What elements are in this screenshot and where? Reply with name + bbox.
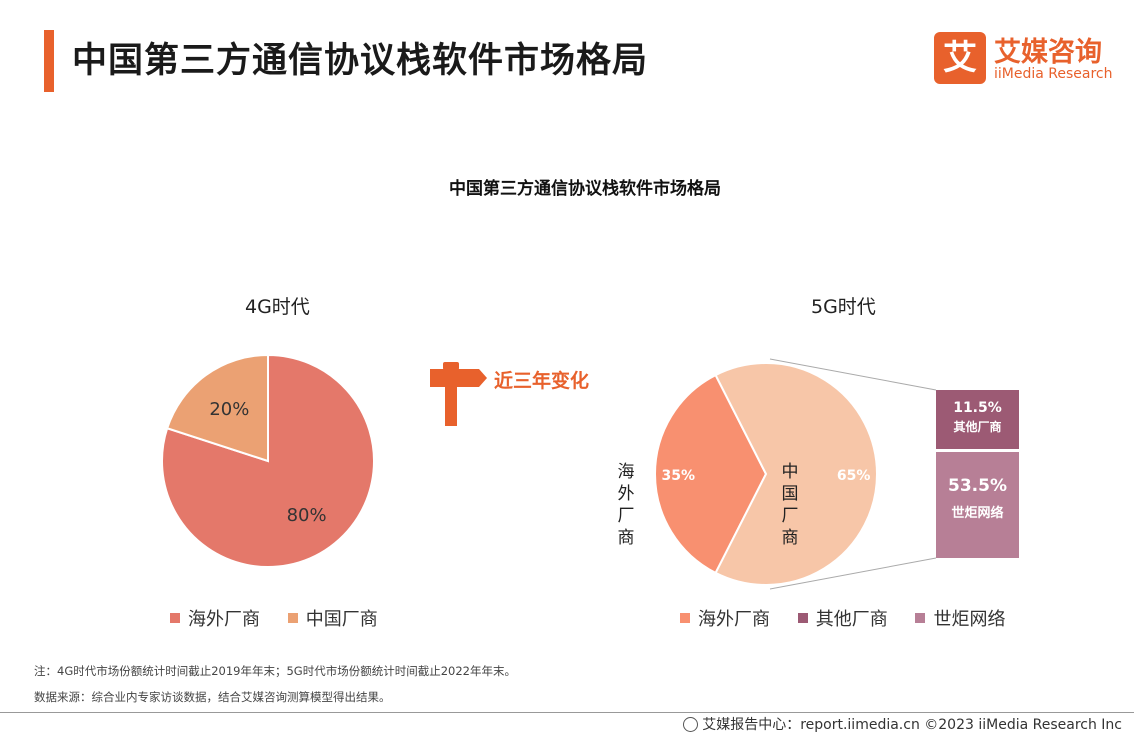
connector-bottom	[769, 557, 937, 590]
chart-5g-subtitle: 5G时代	[811, 296, 876, 318]
chart-5g-inner-label-china: 中国厂商	[781, 462, 799, 548]
title-accent-bar	[44, 30, 54, 92]
breakdown-connector-lines	[769, 358, 937, 590]
pie-slice-5g-1	[714, 362, 878, 586]
chart-5g-legend: 海外厂商 其他厂商 世炬网络	[680, 605, 1027, 631]
legend-item-overseas: 海外厂商	[170, 605, 260, 631]
chart-title: 中国第三方通信协议栈软件市场格局	[449, 179, 721, 199]
page-title: 中国第三方通信协议栈软件市场格局	[72, 41, 649, 81]
source-text: 数据来源：综合业内专家访谈数据，结合艾媒咨询测算模型得出结果。	[34, 690, 391, 704]
pie-slice-5g-0	[654, 373, 768, 575]
connector-top	[769, 358, 937, 391]
logo-mark-icon: 艾	[934, 32, 986, 84]
chart-4g-legend: 海外厂商 中国厂商	[170, 605, 400, 631]
footer-text: 艾媒报告中心：report.iimedia.cn ©2023 iiMedia R…	[702, 717, 1122, 733]
signpost-icon	[430, 362, 487, 426]
pie-slice-4g-0	[161, 353, 375, 568]
legend-swatch	[797, 613, 808, 623]
logo-text-en: iiMedia Research	[994, 66, 1113, 82]
pie-label-5g-1: 65%	[837, 468, 871, 484]
legend-swatch	[680, 613, 690, 623]
pie-label-4g-0: 80%	[287, 505, 327, 526]
legend-swatch	[915, 613, 926, 623]
pie-label-5g-0: 35%	[662, 468, 696, 484]
change-label: 近三年变化	[494, 370, 590, 392]
breakdown-value-others: 11.5%	[953, 400, 1002, 416]
breakdown-value-shiju: 53.5%	[948, 476, 1007, 496]
breakdown-name-shiju: 世炬网络	[951, 506, 1004, 521]
legend-item-overseas: 海外厂商	[680, 605, 770, 631]
chart-5g-pie: 35% 65%	[654, 362, 878, 586]
legend-item-shiju: 世炬网络	[915, 605, 1005, 631]
chart-4g-pie: 80% 20%	[161, 353, 375, 568]
note-text: 注：4G时代市场份额统计时间截止2019年年末；5G时代市场份额统计时间截止20…	[34, 664, 516, 678]
footer-divider	[0, 712, 1134, 713]
legend-item-others: 其他厂商	[797, 605, 888, 631]
chart-4g-subtitle: 4G时代	[245, 296, 310, 318]
pie-label-4g-1: 20%	[209, 399, 249, 420]
legend-item-china: 中国厂商	[287, 605, 378, 631]
breakdown-box-others: 11.5% 其他厂商	[936, 390, 1019, 449]
logo-text-cn: 艾媒咨询	[994, 37, 1102, 68]
legend-swatch	[287, 613, 298, 623]
legend-swatch	[170, 613, 180, 623]
breakdown-box-shiju: 53.5% 世炬网络	[936, 452, 1019, 558]
footer: 艾媒报告中心：report.iimedia.cn ©2023 iiMedia R…	[683, 714, 1122, 734]
globe-icon	[683, 716, 699, 732]
brand-logo: 艾 艾媒咨询 iiMedia Research	[934, 30, 1119, 86]
breakdown-name-others: 其他厂商	[953, 420, 1002, 434]
pie-slice-4g-1	[165, 353, 269, 463]
chart-5g-inner-label-overseas: 海外厂商	[617, 462, 635, 548]
